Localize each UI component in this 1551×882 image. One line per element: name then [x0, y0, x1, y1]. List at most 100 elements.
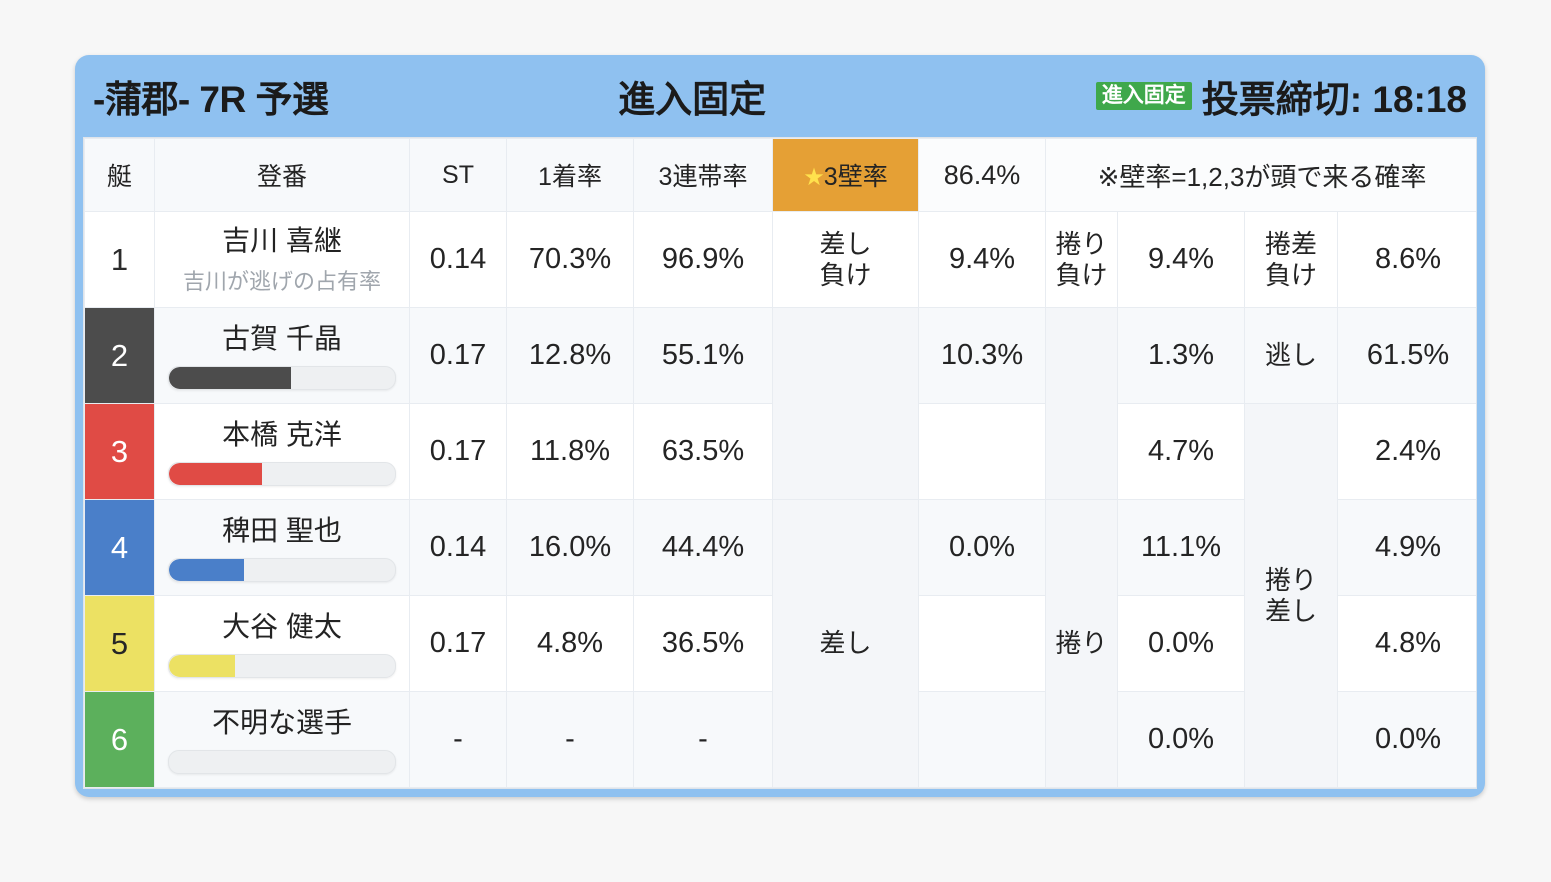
lane-cell: 1: [84, 211, 155, 308]
lane-number: 6: [85, 692, 154, 787]
col-header-st: ST: [409, 138, 507, 212]
kabe-total-value: 86.4%: [918, 138, 1046, 212]
col-header-top3: 3連帯率: [633, 138, 773, 212]
occupancy-bar: [168, 750, 396, 774]
col-header-kabe[interactable]: ★3壁率: [772, 138, 919, 212]
racer-cell[interactable]: 吉川 喜継吉川が逃げの占有率: [154, 211, 410, 308]
st-value: -: [409, 691, 507, 788]
kimarite-label-makurizashi: 捲り 差し: [1244, 403, 1338, 788]
lane-number: 4: [85, 500, 154, 595]
top3-rate-value: -: [633, 691, 773, 788]
table-row[interactable]: 5 大谷 健太 0.17 4.8% 36.5% 0.0% 4.8%: [84, 595, 1476, 692]
kimarite-value-makurizashi: 2.4%: [1336, 403, 1476, 500]
st-value: 0.14: [409, 499, 507, 596]
star-icon: ★: [803, 164, 825, 191]
lane-cell: 3: [84, 403, 155, 500]
lane-number: 5: [85, 596, 154, 691]
col-header-lane: 艇: [84, 138, 155, 212]
occupancy-bar-fill: [169, 559, 244, 581]
lane-number: 2: [85, 308, 154, 403]
lane-number: 1: [85, 212, 154, 307]
col-header-kabe-label: 3壁率: [823, 163, 888, 191]
race-panel: -蒲郡- 7R 予選 進入固定 進入固定 投票締切: 18:18 艇 登番 S: [75, 55, 1485, 797]
kimarite-value-makurizashi: 8.6%: [1336, 211, 1476, 308]
occupancy-bar-fill: [169, 367, 292, 389]
header-row: 艇 登番 ST 1着率 3連帯率 ★3壁率 86.4% ※壁率=1,2,3が頭で…: [84, 138, 1476, 212]
kabe-note: ※壁率=1,2,3が頭で来る確率: [1044, 138, 1476, 212]
kimarite-value-sashi: 9.4%: [918, 211, 1046, 308]
kimarite-value-makuri: 4.7%: [1117, 403, 1245, 500]
occupancy-bar: [168, 366, 396, 390]
kimarite-value-sashi: 10.3%: [918, 307, 1046, 404]
kimarite-value-makuri: 0.0%: [1117, 595, 1245, 692]
racer-cell[interactable]: 古賀 千晶: [154, 307, 410, 404]
top3-rate-value: 63.5%: [633, 403, 773, 500]
entry-fixed-badge: 進入固定: [1095, 81, 1192, 111]
kimarite-label-makuri: 捲り 負け: [1045, 211, 1118, 308]
win-rate-value: 11.8%: [506, 403, 634, 500]
kimarite-value-sashi: [918, 691, 1046, 788]
racer-name: 不明な選手: [211, 707, 352, 738]
kimarite-label-makurizashi: 逃し: [1244, 307, 1338, 404]
kimarite-label-sashi: 差し 負け: [772, 211, 919, 308]
occupancy-bar-fill: [169, 463, 262, 485]
top3-rate-value: 44.4%: [633, 499, 773, 596]
kimarite-value-sashi: 0.0%: [918, 499, 1046, 596]
lane-cell: 6: [84, 691, 155, 788]
table-row[interactable]: 6 不明な選手 - - -0.0% 0.0%: [84, 691, 1476, 788]
win-rate-value: 4.8%: [506, 595, 634, 692]
st-value: 0.17: [409, 307, 507, 404]
lane-cell: 5: [84, 595, 155, 692]
occupancy-bar: [168, 462, 396, 486]
race-title: -蒲郡- 7R 予選: [93, 79, 329, 120]
table-row[interactable]: 2 古賀 千晶 0.17 12.8% 55.1% 10.3% 1.3% 逃し 61.5%: [84, 307, 1476, 500]
racer-cell[interactable]: 大谷 健太: [154, 595, 410, 692]
table-row[interactable]: 1 吉川 喜継 吉川が逃げの占有率 0.14 70.3% 96.9% 差し 負け 9.4% 捲り負…: [84, 211, 1476, 308]
race-table-wrap: 艇 登番 ST 1着率 3連帯率 ★3壁率 86.4% ※壁率=1,2,3が頭で…: [83, 137, 1477, 789]
kimarite-value-makuri: 11.1%: [1117, 499, 1245, 596]
occupancy-bar: [168, 654, 396, 678]
kimarite-value-makurizashi: 61.5%: [1336, 307, 1476, 404]
kimarite-value-makurizashi: 4.8%: [1336, 595, 1476, 692]
racer-name: 古賀 千晶: [222, 323, 342, 354]
kimarite-label-makurizashi: 捲差 負け: [1244, 211, 1338, 308]
racer-cell[interactable]: 不明な選手: [154, 691, 410, 788]
racer-cell[interactable]: 稗田 聖也: [154, 499, 410, 596]
vote-deadline: 投票締切: 18:18: [1201, 79, 1467, 120]
lane-cell: 2: [84, 307, 155, 404]
top3-rate-value: 55.1%: [633, 307, 773, 404]
racer-name: 本橋 克洋: [222, 419, 342, 450]
win-rate-value: 70.3%: [506, 211, 634, 308]
top3-rate-value: 96.9%: [633, 211, 773, 308]
kimarite-value-makuri: 0.0%: [1117, 691, 1245, 788]
panel-header: -蒲郡- 7R 予選 進入固定 進入固定 投票締切: 18:18: [75, 55, 1485, 137]
table-row[interactable]: 4 稗田 聖也 0.14 16.0% 44.4% 差し 0.0% 捲り 11.1% 4.9%: [84, 499, 1476, 788]
race-table: 艇 登番 ST 1着率 3連帯率 ★3壁率 86.4% ※壁率=1,2,3が頭で…: [84, 138, 1476, 788]
table-head: 艇 登番 ST 1着率 3連帯率 ★3壁率 86.4% ※壁率=1,2,3が頭で…: [84, 138, 1476, 212]
win-rate-value: 12.8%: [506, 307, 634, 404]
kimarite-value-makuri: 1.3%: [1117, 307, 1245, 404]
racer-cell[interactable]: 本橋 克洋: [154, 403, 410, 500]
kimarite-value-makurizashi: 4.9%: [1336, 499, 1476, 596]
deadline-group: 進入固定 投票締切: 18:18: [1095, 69, 1467, 123]
col-header-name: 登番: [154, 138, 410, 212]
col-header-win1: 1着率: [506, 138, 634, 212]
lane-number: 3: [85, 404, 154, 499]
win-rate-value: 16.0%: [506, 499, 634, 596]
racer-name: 吉川 喜継: [222, 225, 342, 256]
kimarite-value-sashi: [918, 403, 1046, 500]
kimarite-value-makuri: 9.4%: [1117, 211, 1245, 308]
entry-fixed-title: 進入固定: [618, 79, 767, 120]
st-value: 0.17: [409, 403, 507, 500]
occupancy-bar-fill: [169, 655, 235, 677]
st-value: 0.14: [409, 211, 507, 308]
kimarite-label-sashi: [772, 307, 919, 500]
table-row[interactable]: 3 本橋 克洋 0.17 11.8% 63.5% 4.7% 捲り 差し 2.4%: [84, 403, 1476, 788]
occupancy-bar: [168, 558, 396, 582]
racer-subtitle: 吉川が逃げの占有率: [182, 269, 381, 294]
racer-name: 大谷 健太: [222, 611, 342, 642]
lane-cell: 4: [84, 499, 155, 596]
kimarite-label-sashi: 差し: [772, 499, 919, 788]
kimarite-label-makuri: 捲り: [1045, 499, 1118, 788]
